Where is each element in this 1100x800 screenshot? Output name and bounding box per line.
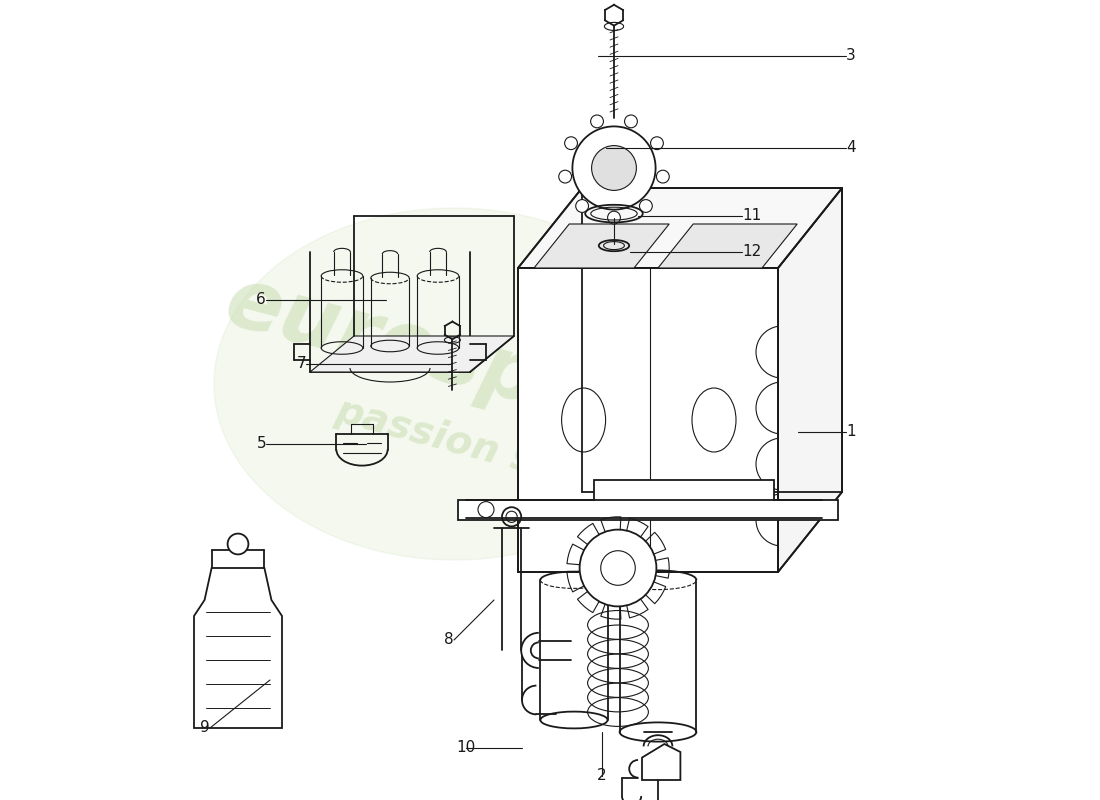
Text: 9: 9 — [200, 721, 210, 735]
Text: 11: 11 — [742, 209, 761, 223]
Polygon shape — [194, 568, 282, 728]
Polygon shape — [310, 336, 514, 372]
Circle shape — [572, 126, 656, 210]
Circle shape — [591, 115, 604, 128]
Polygon shape — [778, 188, 842, 572]
Circle shape — [607, 211, 620, 224]
Polygon shape — [534, 224, 669, 268]
Circle shape — [650, 137, 663, 150]
Polygon shape — [214, 208, 694, 560]
Polygon shape — [458, 480, 838, 520]
Text: 10: 10 — [456, 741, 475, 755]
Text: 1: 1 — [846, 425, 856, 439]
Text: 8: 8 — [444, 633, 454, 647]
Text: 2: 2 — [597, 769, 607, 783]
Text: 3: 3 — [846, 49, 856, 63]
Text: 4: 4 — [846, 141, 856, 155]
Polygon shape — [642, 744, 681, 780]
Circle shape — [564, 137, 578, 150]
Text: eurospares: eurospares — [217, 261, 747, 475]
Circle shape — [625, 115, 637, 128]
Polygon shape — [518, 268, 778, 572]
Polygon shape — [518, 188, 842, 268]
Circle shape — [657, 170, 669, 183]
Circle shape — [575, 199, 589, 212]
Text: passion since 1985: passion since 1985 — [332, 392, 744, 536]
Text: 6: 6 — [256, 293, 266, 307]
Circle shape — [639, 199, 652, 212]
Text: 12: 12 — [742, 245, 761, 259]
Text: 5: 5 — [256, 437, 266, 451]
Circle shape — [228, 534, 249, 554]
Circle shape — [559, 170, 572, 183]
Circle shape — [580, 530, 657, 606]
Circle shape — [592, 146, 637, 190]
Text: 7: 7 — [296, 357, 306, 371]
Polygon shape — [658, 224, 798, 268]
